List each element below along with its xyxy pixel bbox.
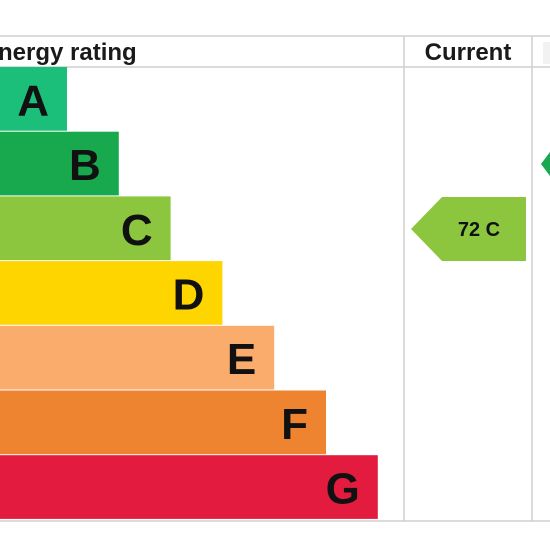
band-c-bar [0,196,171,261]
current-rating-text: 72 C [458,219,500,241]
band-f-label: F [281,400,308,449]
band-e-label: E [227,335,256,384]
band-b-bar [0,131,119,196]
potential-rating-arrow [541,152,550,176]
current-rating-marker: 72 C [411,197,526,261]
table-frame [0,35,550,522]
current-rating-arrow [411,197,526,261]
band-e-bar [0,325,275,390]
band-a-label: A [17,76,49,125]
band-f-bar [0,390,326,455]
band-g-label: G [326,465,360,514]
band-b-label: B [69,141,101,190]
band-a-bar [0,67,67,131]
band-g-bar [0,455,378,519]
band-d-label: D [173,270,205,319]
current-header: Current [425,39,512,66]
band-d-bar [0,261,223,325]
potential-header-fragment [543,42,550,64]
band-c-label: C [121,206,153,255]
energy-rating-header: nergy rating [0,39,137,66]
